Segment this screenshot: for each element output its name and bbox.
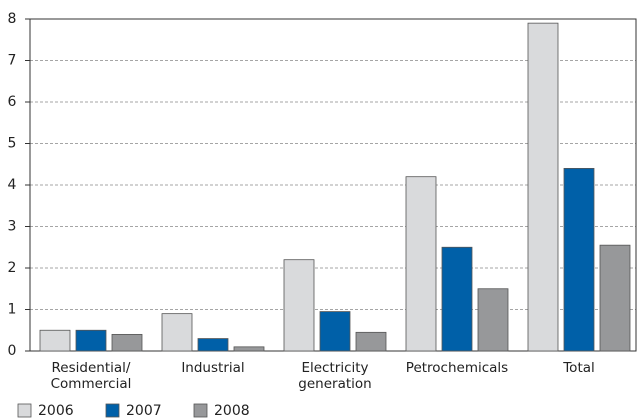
y-tick-label: 4 [8,177,17,193]
legend-label: 2006 [38,403,74,419]
bar [599,244,631,352]
legend-label: 2007 [126,403,162,419]
y-tick-label: 6 [8,94,17,110]
x-tick-label: Industrial [181,360,245,376]
bar [233,346,265,352]
bar [527,22,559,352]
bar [319,311,351,352]
bar [405,176,437,352]
bar [477,288,509,352]
legend-swatch [105,403,120,418]
y-tick-label: 2 [8,260,17,276]
y-tick-label: 0 [8,343,17,359]
y-tick-label: 3 [8,219,17,235]
y-tick-label: 8 [8,11,17,27]
bar [111,333,143,352]
bar [197,338,229,352]
x-tick-label: Electricity generation [298,360,372,392]
legend-swatch [193,403,208,418]
bar [161,313,193,352]
bar [283,259,315,352]
x-tick-label: Total [563,360,595,376]
y-tick-label: 5 [8,136,17,152]
bar [75,329,107,352]
bar [39,329,71,352]
legend-label: 2008 [214,403,250,419]
bar [563,167,595,352]
legend-swatch [17,403,32,418]
bar [355,331,387,352]
y-tick-label: 7 [8,53,17,69]
y-tick-label: 1 [8,302,17,318]
bar [441,246,473,352]
x-tick-label: Residential/ Commercial [50,360,132,392]
x-tick-label: Petrochemicals [405,360,509,376]
